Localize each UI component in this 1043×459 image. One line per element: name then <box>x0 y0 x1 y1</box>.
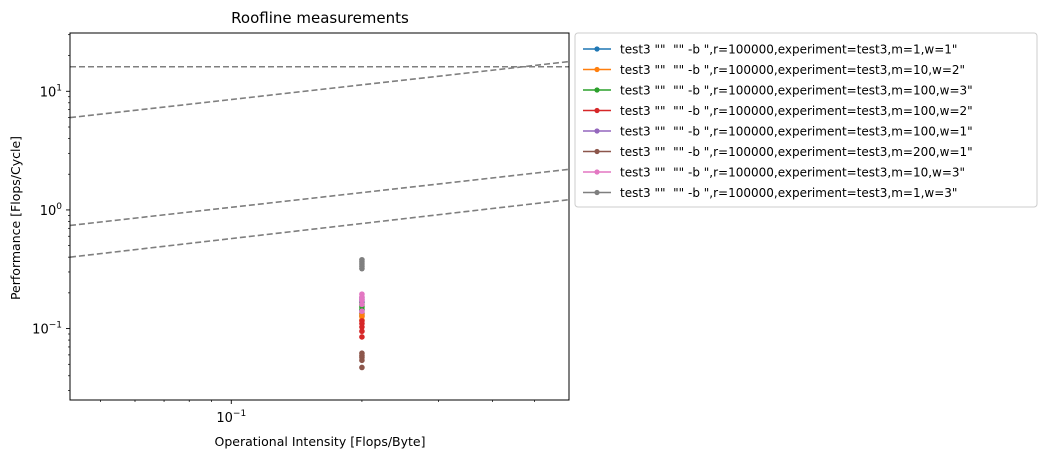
roofline-2 <box>70 168 569 227</box>
legend-marker-0 <box>594 46 600 52</box>
x-axis-label: Operational Intensity [Flops/Byte] <box>215 434 426 449</box>
data-point-series-3 <box>359 334 365 340</box>
axes: 10−1 10−1 100 101 <box>32 32 570 426</box>
x-tick-label: 10−1 <box>216 409 246 426</box>
legend-entry-4: test3 "" "" -b ",r=100000,experiment=tes… <box>620 125 973 139</box>
plot-area <box>70 60 569 371</box>
legend-marker-3 <box>594 107 600 114</box>
data-point-series-5 <box>359 350 365 357</box>
legend-entry-1: test3 "" "" -b ",r=100000,experiment=tes… <box>620 63 965 77</box>
data-point-series-5 <box>359 364 365 371</box>
legend-marker-1 <box>594 66 600 73</box>
legend-entry-3: test3 "" "" -b ",r=100000,experiment=tes… <box>620 104 973 118</box>
data-point-series-6 <box>359 291 365 297</box>
legend-marker-2 <box>594 87 600 93</box>
roofline-3 <box>70 198 569 258</box>
legend-entry-5: test3 "" "" -b ",r=100000,experiment=tes… <box>620 145 973 159</box>
roofline-1 <box>70 60 569 119</box>
legend-entry-7: test3 "" "" -b ",r=100000,experiment=tes… <box>620 186 957 200</box>
data-point-series-6 <box>359 308 365 315</box>
legend-box <box>574 32 1038 208</box>
legend-marker-7 <box>594 189 600 196</box>
legend: test3 "" "" -b ",r=100000,experiment=tes… <box>574 32 1038 208</box>
y-tick-label: 101 <box>40 83 62 100</box>
legend-entry-0: test3 "" "" -b ",r=100000,experiment=tes… <box>620 43 957 57</box>
axes-frame <box>69 32 570 401</box>
y-tick-label: 10−1 <box>32 321 62 338</box>
data-point-series-3 <box>359 318 365 324</box>
data-point-series-7 <box>359 256 365 263</box>
legend-marker-4 <box>594 128 600 134</box>
data-point-series-6 <box>359 301 365 308</box>
y-tick-label: 100 <box>40 202 63 219</box>
legend-marker-5 <box>594 148 600 155</box>
legend-entry-2: test3 "" "" -b ",r=100000,experiment=tes… <box>620 84 973 98</box>
y-axis-label: Performance [Flops/Cycle] <box>8 136 23 300</box>
legend-entry-6: test3 "" "" -b ",r=100000,experiment=tes… <box>620 166 965 180</box>
chart-title: Roofline measurements <box>231 9 409 27</box>
data-point-series-3 <box>359 328 365 335</box>
legend-marker-6 <box>594 169 600 175</box>
